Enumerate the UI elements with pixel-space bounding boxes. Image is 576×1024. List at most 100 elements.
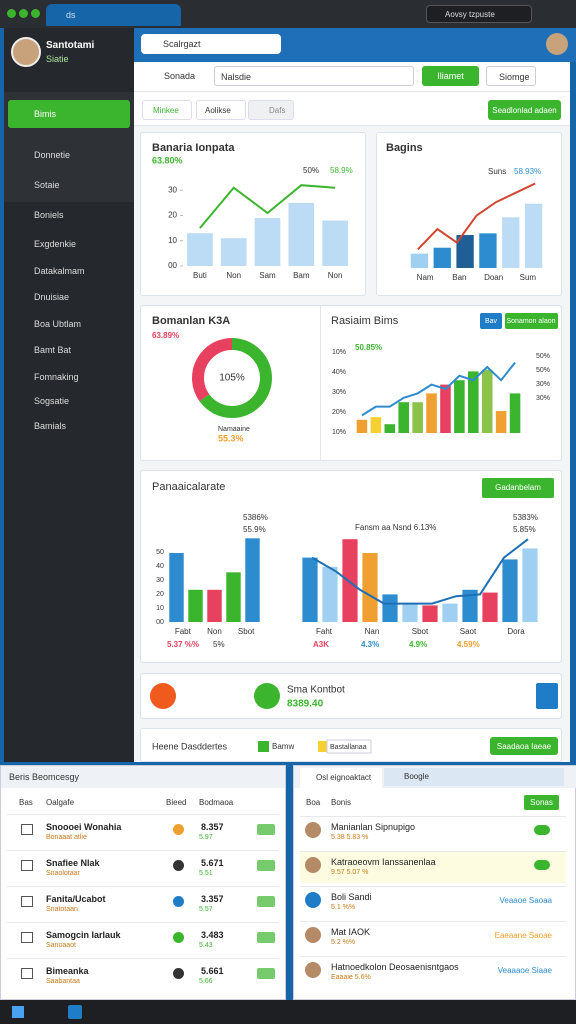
chat-avatar	[305, 857, 321, 873]
row-sub: Snaolotaar	[46, 870, 80, 877]
browser-tab[interactable]: ds	[46, 4, 181, 26]
expand-button[interactable]	[536, 683, 558, 709]
user-avatar	[11, 37, 41, 67]
start-button[interactable]	[12, 1006, 24, 1018]
row-sub: Sanoaaot	[46, 942, 76, 949]
primary-button[interactable]: Iliamet	[422, 66, 479, 86]
chat-sub: 5.38 5.83 %	[331, 834, 369, 841]
row-badge[interactable]	[257, 932, 275, 943]
chat-window: Osl eignoaktact Boogle Boa Bonis Sonas Mani…	[293, 765, 576, 1000]
menu-item[interactable]: Bamials	[34, 421, 67, 431]
contact-card	[140, 673, 562, 719]
tabs-row: Minkee Aolikse Dafs Seadlonlad adaen	[134, 92, 570, 126]
row-change: 5.57	[199, 906, 213, 913]
row-name: Fanita/Ucabot	[46, 894, 106, 904]
row-sub: Bonaaat atlie	[46, 834, 87, 841]
chat-avatar	[305, 962, 321, 978]
row-icon	[21, 824, 33, 835]
account-box[interactable]: Aovsy tzpuste	[426, 5, 532, 23]
row-icon	[21, 932, 33, 943]
revenue-card	[140, 132, 366, 296]
row-name: Snafiee Nlak	[46, 858, 100, 868]
chat-tabs: Osl eignoaktact Boogle	[294, 766, 576, 788]
chat-name: Katraoeovm Ianssanenlaa	[331, 857, 436, 867]
search-input[interactable]: Scalrgazt	[141, 34, 281, 54]
row-change: 5.43	[199, 942, 213, 949]
row-value: 5.661	[201, 966, 224, 976]
tabs-button[interactable]: Seadlonlad adaen	[488, 100, 561, 120]
menu-item[interactable]: Fomnaking	[34, 372, 79, 382]
column-header: Bodmaoa	[199, 798, 234, 807]
chat-name: Boli Sandi	[331, 892, 372, 902]
row-badge[interactable]	[257, 860, 275, 871]
chat-search[interactable]: Boogle	[384, 768, 564, 786]
avatar[interactable]	[546, 33, 568, 55]
row-badge[interactable]	[257, 896, 275, 907]
menu-item[interactable]: Boa Ubtlam	[34, 319, 82, 329]
title-bar: ds Aovsy tzpuste	[0, 0, 576, 28]
secondary-button[interactable]: Siomge	[486, 66, 536, 86]
tab[interactable]: Dafs	[248, 100, 294, 120]
user-name: Santotami	[46, 40, 95, 51]
menu-item[interactable]: Exgdenkie	[34, 239, 77, 249]
row-divider	[7, 850, 279, 851]
row-value: 8.357	[201, 822, 224, 832]
chat-row	[300, 956, 566, 988]
menu-item[interactable]: Donnetie	[34, 150, 71, 160]
row-icon	[21, 968, 33, 979]
window-title: Beris Beomcesgy	[1, 766, 285, 788]
row-icon	[21, 896, 33, 907]
row-divider	[7, 886, 279, 887]
menu-item[interactable]: Boniels	[34, 210, 64, 220]
chat-right: Veaaoe Saoaa	[499, 896, 553, 905]
row-badge[interactable]	[257, 968, 275, 979]
status-icon	[173, 932, 184, 943]
chat-row	[300, 851, 566, 883]
chat-name: Manianlan Sipnupigo	[331, 822, 416, 832]
toggle[interactable]	[534, 825, 550, 835]
taskbar	[0, 1000, 576, 1024]
table: Bas Oalgafe Bieed Bodmaoa Snoooei Wonahia Bon…	[1, 788, 285, 998]
chat-avatar	[305, 892, 321, 908]
toggle[interactable]	[534, 860, 550, 870]
row-change: 5.51	[199, 870, 213, 877]
legend-card: Saadaoa Iaeae	[140, 728, 562, 762]
chat-button[interactable]: Sonas	[524, 795, 559, 810]
menu-item[interactable]: Bamt Bat	[34, 345, 72, 355]
table-window: Beris Beomcesgy Bas Oalgafe Bieed Bodmaoa Sn…	[0, 765, 286, 1000]
chat-sub: Eaaaie 5.6%	[331, 974, 371, 981]
tab[interactable]: Aolikse	[196, 100, 246, 120]
tab[interactable]: Minkee	[142, 100, 192, 120]
column-header: Bieed	[166, 798, 187, 807]
window-control[interactable]	[7, 9, 16, 18]
menu-item[interactable]: Sogsatie	[34, 396, 70, 406]
row-badge[interactable]	[257, 824, 275, 835]
taskbar-app[interactable]	[68, 1005, 82, 1019]
status-icon	[173, 824, 184, 835]
menu-item[interactable]: Datakalmam	[34, 266, 85, 276]
status-icon	[173, 860, 184, 871]
menu-item[interactable]: Bimis	[8, 100, 130, 128]
menu-item[interactable]: Dnuisiae	[34, 292, 70, 302]
chat-row	[300, 816, 566, 848]
window-control[interactable]	[31, 9, 40, 18]
column-header: Bas	[19, 798, 33, 807]
status-icon	[173, 896, 184, 907]
chat-avatar	[305, 822, 321, 838]
column-header: Oalgafe	[46, 798, 75, 807]
window-control[interactable]	[19, 9, 28, 18]
column-header: Boa	[306, 798, 321, 807]
chat-row	[300, 886, 566, 918]
row-change: 5.66	[199, 978, 213, 985]
menu-item[interactable]: Sotaie	[34, 180, 60, 190]
query-input[interactable]: Nalsdie	[214, 66, 414, 86]
chat-list: Boa Bonis Sonas Manianlan Sipnupigo 5.38 5.8…	[294, 788, 576, 998]
legend-button[interactable]: Saadaoa Iaeae	[490, 737, 558, 755]
row-sub: Snatotaan	[46, 906, 78, 913]
chat-sub: 5.2 %%	[331, 939, 356, 946]
row-value: 5.671	[201, 858, 224, 868]
filter-label[interactable]: Sonada	[164, 71, 196, 81]
chat-sub: 5.1 %%	[331, 904, 356, 911]
chat-tab[interactable]: Osl eignoaktact	[300, 768, 382, 788]
begins-card	[376, 132, 562, 296]
